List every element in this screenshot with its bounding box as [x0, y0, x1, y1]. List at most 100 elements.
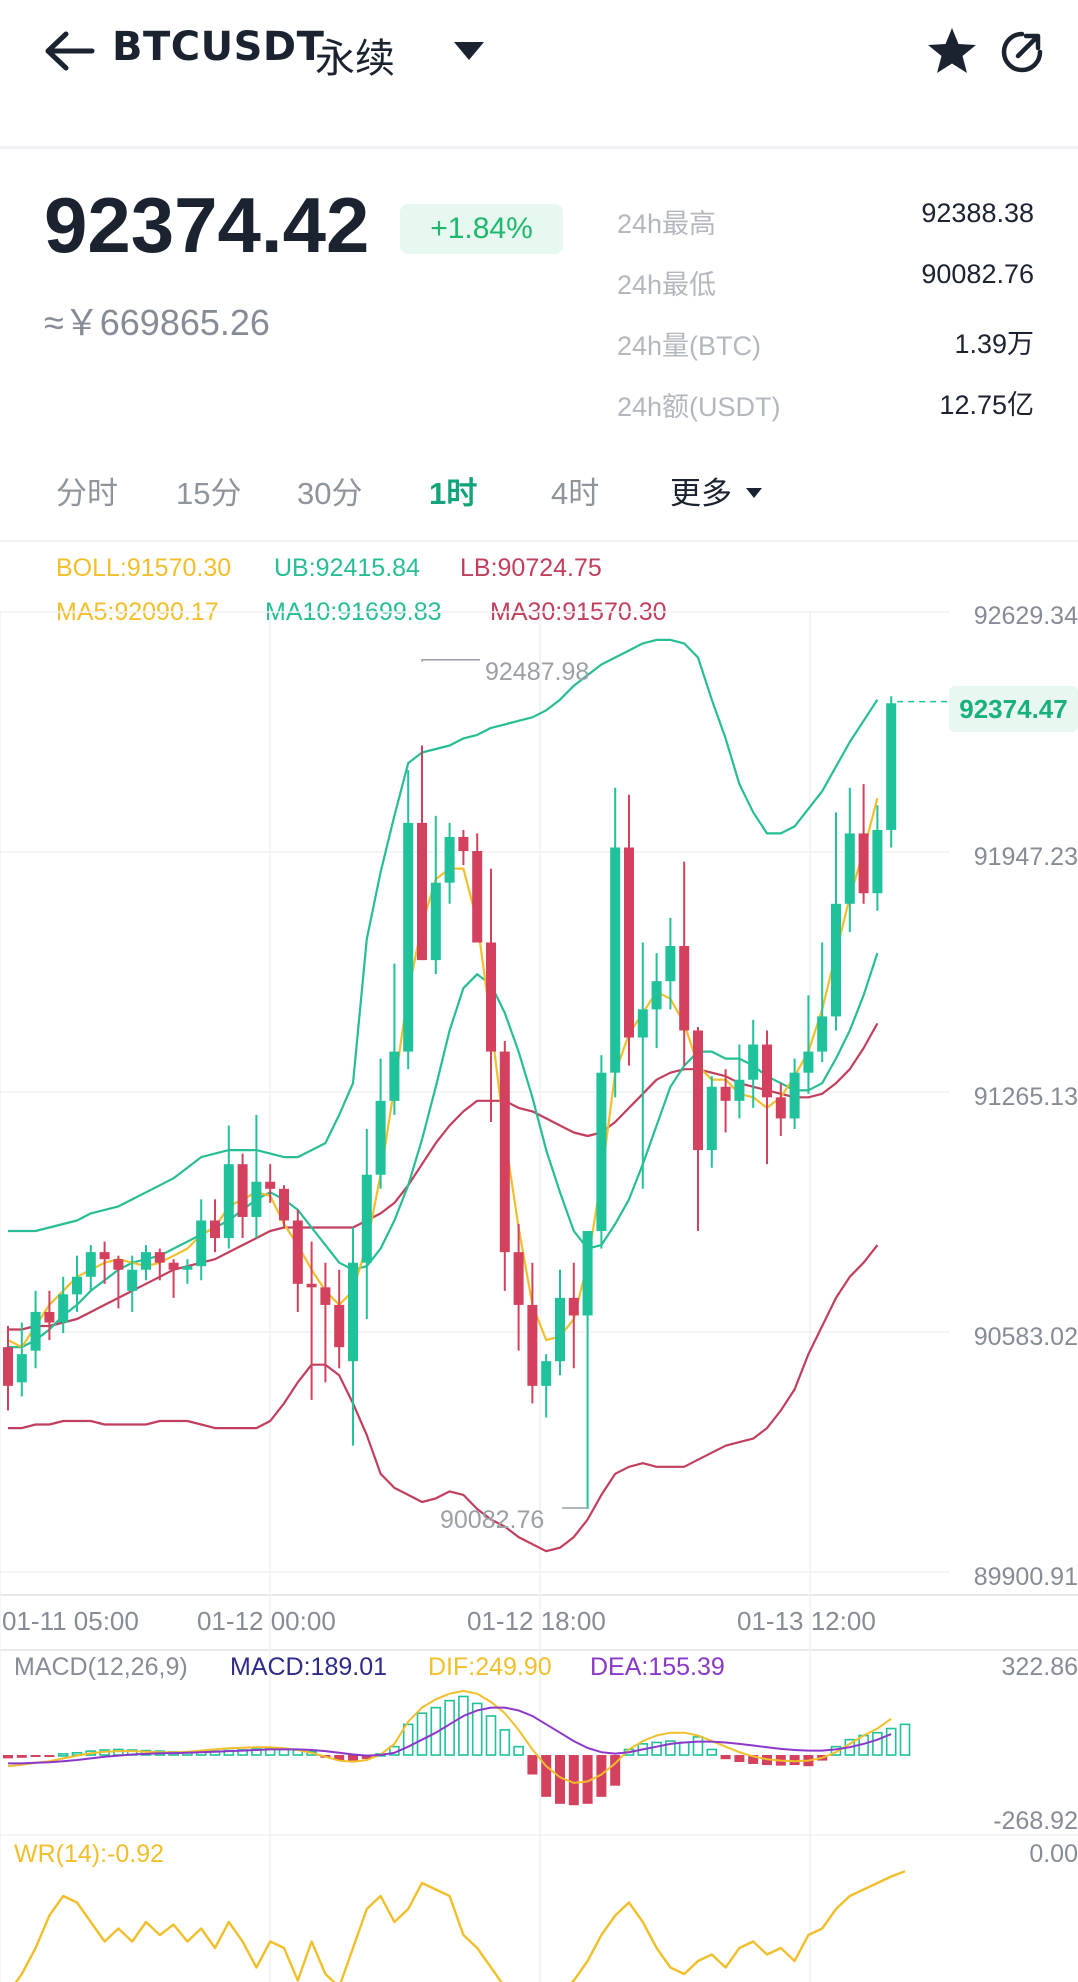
- candle-body: [210, 1220, 220, 1239]
- candle-body: [844, 833, 855, 904]
- macd-bar: [748, 1755, 759, 1764]
- macd-title: MACD(12,26,9): [14, 1653, 188, 1681]
- x-axis-label: 01-13 12:00: [737, 1606, 876, 1636]
- x-axis-label: 01-11 05:00: [2, 1606, 139, 1636]
- candle-body: [803, 1051, 814, 1073]
- macd-bar: [16, 1755, 27, 1758]
- tab-15m[interactable]: 15分: [176, 476, 242, 511]
- pair-symbol[interactable]: BTCUSDT: [112, 24, 325, 70]
- candle-body: [58, 1294, 69, 1323]
- tab-more[interactable]: 更多: [670, 468, 763, 513]
- candle-body: [306, 1283, 317, 1288]
- candle-body: [375, 1100, 386, 1175]
- candle-body: [693, 1030, 703, 1151]
- macd-bar: [513, 1745, 524, 1756]
- candle-body: [610, 847, 621, 1073]
- macd-bar: [57, 1753, 69, 1757]
- candle-body: [582, 1231, 593, 1316]
- ma30-line: [8, 1022, 879, 1331]
- candle-body: [223, 1164, 234, 1239]
- last-price-tag: 92374.47: [949, 686, 1078, 732]
- macd-bar: [402, 1723, 414, 1756]
- macd-bar: [706, 1748, 718, 1756]
- macd-bar: [334, 1755, 345, 1761]
- macd-bar: [30, 1755, 41, 1758]
- top-bar: BTCUSDT 永续: [0, 0, 1078, 110]
- dea-line: [8, 1706, 892, 1765]
- stat-value-low: 90082.76: [921, 259, 1034, 289]
- macd-bar: [430, 1706, 442, 1756]
- candle-body: [182, 1266, 193, 1270]
- x-axis-label: 01-12 18:00: [467, 1606, 606, 1636]
- candle-body: [196, 1220, 207, 1267]
- candle-body: [85, 1252, 96, 1277]
- y-axis-label: 89900.91: [973, 1563, 1078, 1591]
- stat-label-volume: 24h量(BTC): [617, 331, 762, 361]
- caret-down-icon[interactable]: [452, 40, 486, 62]
- high-marker-label: 92487.98: [485, 658, 590, 686]
- candle-body: [389, 1051, 400, 1101]
- macd-bar: [471, 1702, 483, 1756]
- macd-bar: [44, 1755, 55, 1758]
- macd-bar: [485, 1715, 497, 1756]
- header-divider: [0, 146, 1078, 149]
- candle-body: [44, 1311, 55, 1323]
- tabs-divider: [0, 540, 1078, 542]
- candle-body: [417, 822, 427, 961]
- boll-upper-line: [8, 638, 879, 1233]
- candle-body: [831, 903, 841, 1017]
- candle-body: [458, 836, 469, 852]
- candle-body: [513, 1252, 524, 1305]
- macd-bar: [416, 1712, 428, 1756]
- macd-value: MACD:189.01: [230, 1653, 388, 1681]
- macd-bar: [651, 1741, 662, 1756]
- candle-body: [775, 1097, 786, 1119]
- candle-body: [334, 1304, 345, 1348]
- tab-30m[interactable]: 30分: [297, 476, 363, 511]
- tab-1h[interactable]: 1时: [429, 476, 478, 511]
- macd-bar: [264, 1747, 276, 1756]
- candle-body: [555, 1297, 565, 1362]
- tab-4h[interactable]: 4时: [551, 476, 600, 511]
- kline-chart[interactable]: [0, 590, 1078, 1982]
- candle-body: [637, 1009, 648, 1038]
- macd-bar: [251, 1748, 262, 1756]
- share-icon[interactable]: [998, 28, 1046, 76]
- candle-body: [444, 836, 455, 883]
- cny-price: ≈￥669865.26: [44, 302, 270, 343]
- candle-body: [665, 946, 676, 982]
- tab-more-label: 更多: [670, 476, 732, 511]
- candle-body: [292, 1220, 303, 1284]
- candle-body: [16, 1354, 27, 1383]
- high-marker-line: [421, 658, 480, 662]
- candle-body: [403, 822, 414, 1052]
- candle-body: [748, 1044, 759, 1080]
- candle-body: [527, 1304, 538, 1386]
- candle-body: [789, 1072, 800, 1119]
- dea-value: DEA:155.39: [590, 1653, 725, 1681]
- tab-timeshare[interactable]: 分时: [56, 476, 118, 511]
- candle-body: [706, 1086, 717, 1151]
- macd-bar: [610, 1755, 621, 1786]
- candle-body: [734, 1079, 745, 1101]
- macd-bar: [872, 1731, 883, 1756]
- candle-body: [679, 946, 690, 1031]
- last-price: 92374.42: [44, 181, 370, 269]
- ma5-line: [7, 797, 879, 1349]
- arrow-left-icon[interactable]: [40, 26, 96, 76]
- contract-type[interactable]: 永续: [315, 36, 395, 82]
- candle-body: [872, 829, 883, 894]
- candle-body: [265, 1181, 276, 1189]
- x-axis-label: 01-12 00:00: [197, 1606, 336, 1636]
- candle-body: [127, 1269, 138, 1291]
- candle-body: [113, 1259, 124, 1270]
- candle-body: [486, 942, 496, 1052]
- macd-bar: [830, 1745, 842, 1756]
- stat-value-turnover: 12.75亿: [939, 390, 1034, 420]
- caret-down-icon: [745, 487, 762, 498]
- star-icon[interactable]: [926, 26, 978, 76]
- y-axis-label: 90583.02: [973, 1323, 1078, 1351]
- candle-body: [762, 1044, 772, 1098]
- candle-body: [30, 1311, 41, 1351]
- macd-bar: [3, 1755, 13, 1759]
